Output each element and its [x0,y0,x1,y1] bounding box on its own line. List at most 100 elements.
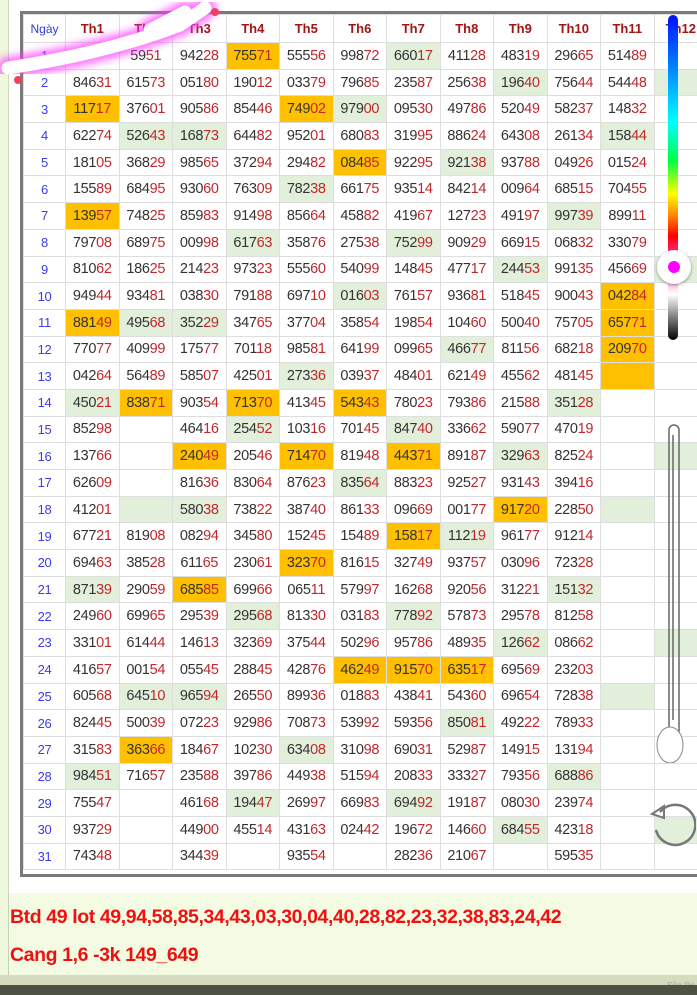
number-cell[interactable]: 60568 [65,682,120,711]
number-cell[interactable]: 25638 [439,68,494,97]
number-cell[interactable]: 18625 [118,255,173,284]
number-cell[interactable]: 67721 [65,522,120,551]
number-cell[interactable]: 46168 [172,789,227,817]
number-cell[interactable]: 68455 [493,815,548,844]
number-cell[interactable]: 93060 [172,175,227,204]
number-cell[interactable]: 69492 [386,789,441,817]
number-cell[interactable]: 96594 [172,682,227,711]
number-cell[interactable]: 81330 [279,602,334,631]
number-cell[interactable]: 13194 [546,735,601,764]
number-cell[interactable]: 35229 [172,308,227,337]
number-cell[interactable]: 10316 [279,415,334,444]
number-cell[interactable]: 12662 [493,629,548,657]
number-cell[interactable]: 02442 [332,815,387,844]
number-cell[interactable] [600,469,655,497]
number-cell[interactable] [600,682,655,711]
number-cell[interactable]: 63517 [439,655,494,684]
number-cell[interactable]: 31995 [386,122,441,150]
number-cell[interactable]: 41128 [439,42,494,70]
number-cell[interactable]: 13766 [65,442,120,470]
number-cell[interactable]: 92986 [225,709,280,737]
number-cell[interactable]: 66915 [493,228,548,257]
number-cell[interactable]: 74348 [65,842,120,871]
number-cell[interactable]: 23587 [386,68,441,97]
number-cell[interactable]: 41657 [65,655,120,684]
number-cell[interactable]: 14845 [386,255,441,284]
number-cell[interactable]: 46249 [332,655,387,684]
number-cell[interactable] [653,629,697,657]
number-cell[interactable]: 25452 [225,415,280,444]
number-cell[interactable]: 34439 [172,842,227,871]
number-cell[interactable]: 89936 [279,682,334,711]
number-cell[interactable]: 14660 [439,815,494,844]
number-cell[interactable]: 16873 [172,122,227,150]
number-cell[interactable]: 15132 [546,575,601,604]
number-cell[interactable]: 48145 [546,362,601,390]
number-cell[interactable]: 83564 [332,469,387,497]
number-cell[interactable]: 93757 [439,549,494,577]
number-cell[interactable]: 51489 [600,42,655,70]
number-cell[interactable]: 66017 [386,42,441,70]
number-cell[interactable]: 90354 [172,388,227,417]
number-cell[interactable] [653,549,697,577]
number-cell[interactable]: 01524 [600,148,655,177]
number-cell[interactable] [118,495,173,524]
number-cell[interactable]: 46416 [172,415,227,444]
number-cell[interactable]: 45021 [65,388,120,417]
number-cell[interactable]: 62609 [65,469,120,497]
number-cell[interactable]: 00177 [439,495,494,524]
number-cell[interactable]: 56489 [118,362,173,390]
number-cell[interactable]: 42318 [546,815,601,844]
number-cell[interactable]: 85446 [225,95,280,124]
number-cell[interactable]: 31098 [332,735,387,764]
number-cell[interactable]: 06511 [279,575,334,604]
number-cell[interactable]: 93681 [439,282,494,310]
number-cell[interactable]: 01883 [332,682,387,711]
number-cell[interactable]: 75705 [546,308,601,337]
number-cell[interactable]: 38528 [118,549,173,577]
number-cell[interactable]: 76309 [225,175,280,204]
number-cell[interactable]: 15245 [279,522,334,551]
number-cell[interactable]: 42501 [225,362,280,390]
number-cell[interactable]: 93481 [118,282,173,310]
number-cell[interactable]: 64199 [332,335,387,364]
number-cell[interactable]: 38740 [279,495,334,524]
number-cell[interactable] [653,575,697,604]
number-cell[interactable]: 42876 [279,655,334,684]
number-cell[interactable]: 93788 [493,148,548,177]
size-slider[interactable] [656,420,684,763]
number-cell[interactable]: 41201 [65,495,120,524]
number-cell[interactable]: 88624 [439,122,494,150]
number-cell[interactable]: 62274 [65,122,120,150]
number-cell[interactable]: 37704 [279,308,334,337]
number-cell[interactable]: 33079 [600,228,655,257]
number-cell[interactable]: 5951 [118,42,173,70]
number-cell[interactable]: 31583 [65,735,120,764]
number-cell[interactable]: 03830 [172,282,227,310]
number-cell[interactable] [600,388,655,417]
number-cell[interactable]: 27336 [279,362,334,390]
number-cell[interactable]: 74825 [118,202,173,230]
number-cell[interactable]: 04284 [600,282,655,310]
number-cell[interactable] [65,42,120,70]
number-cell[interactable]: 07223 [172,709,227,737]
number-cell[interactable]: 88323 [386,469,441,497]
number-cell[interactable]: 49197 [493,202,548,230]
number-cell[interactable]: 13957 [65,202,120,230]
number-cell[interactable]: 44900 [172,815,227,844]
number-cell[interactable]: 92527 [439,469,494,497]
number-cell[interactable]: 14613 [172,629,227,657]
number-cell[interactable]: 57873 [439,602,494,631]
number-cell[interactable]: 19672 [386,815,441,844]
number-cell[interactable]: 68515 [546,175,601,204]
number-cell[interactable] [118,415,173,444]
number-cell[interactable]: 59535 [546,842,601,871]
number-cell[interactable]: 08294 [172,522,227,551]
number-cell[interactable]: 93514 [386,175,441,204]
number-cell[interactable]: 45514 [225,815,280,844]
number-cell[interactable] [600,549,655,577]
number-cell[interactable]: 74902 [279,95,334,124]
number-cell[interactable] [653,495,697,524]
number-cell[interactable]: 33327 [439,762,494,791]
number-cell[interactable]: 75299 [386,228,441,257]
